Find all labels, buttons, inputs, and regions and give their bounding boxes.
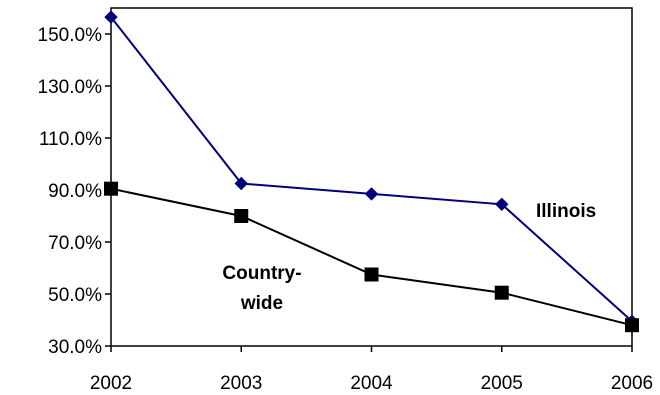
country-wide-point <box>104 181 118 196</box>
x-tick-label: 2005 <box>481 373 523 394</box>
y-tick-label: 70.0% <box>48 233 102 254</box>
y-tick-label: 30.0% <box>48 337 102 358</box>
illinois-point <box>364 187 379 201</box>
illinois-point <box>495 197 509 212</box>
series-layer <box>104 10 639 333</box>
y-tick-label: 90.0% <box>48 181 102 202</box>
country-wide-point <box>625 318 639 333</box>
illinois-point <box>234 176 248 191</box>
country-wide-point <box>494 285 509 300</box>
y-tick-label: 130.0% <box>38 77 103 98</box>
illinois-label: Illinois <box>536 201 596 222</box>
y-tick-label: 50.0% <box>48 285 102 306</box>
x-tick-label: 2002 <box>90 373 132 394</box>
country-wide-label-line: wide <box>240 293 283 314</box>
y-tick-label: 150.0% <box>38 25 103 46</box>
plot-area-frame <box>110 7 633 347</box>
x-tick-label: 2003 <box>220 373 262 394</box>
x-tick-label: 2004 <box>350 373 393 394</box>
country-wide-point <box>234 209 249 223</box>
x-tick-label: 2006 <box>611 373 653 394</box>
illinois-point <box>104 10 118 24</box>
country-wide-label-line: Country- <box>222 263 301 284</box>
y-tick-label: 110.0% <box>39 129 102 150</box>
country-wide-label: Country-wide <box>222 263 301 314</box>
country-wide-point <box>364 267 379 282</box>
illinois-label-line: Illinois <box>536 201 596 222</box>
x-axis: 2002 2003 2004 2005 2006 <box>90 346 653 394</box>
y-axis: 30.0% 50.0% 70.0% 90.0% 110.0% 130.0% 150.0% <box>38 25 111 358</box>
annotation-layer: Illinois Country-wide <box>222 201 596 314</box>
